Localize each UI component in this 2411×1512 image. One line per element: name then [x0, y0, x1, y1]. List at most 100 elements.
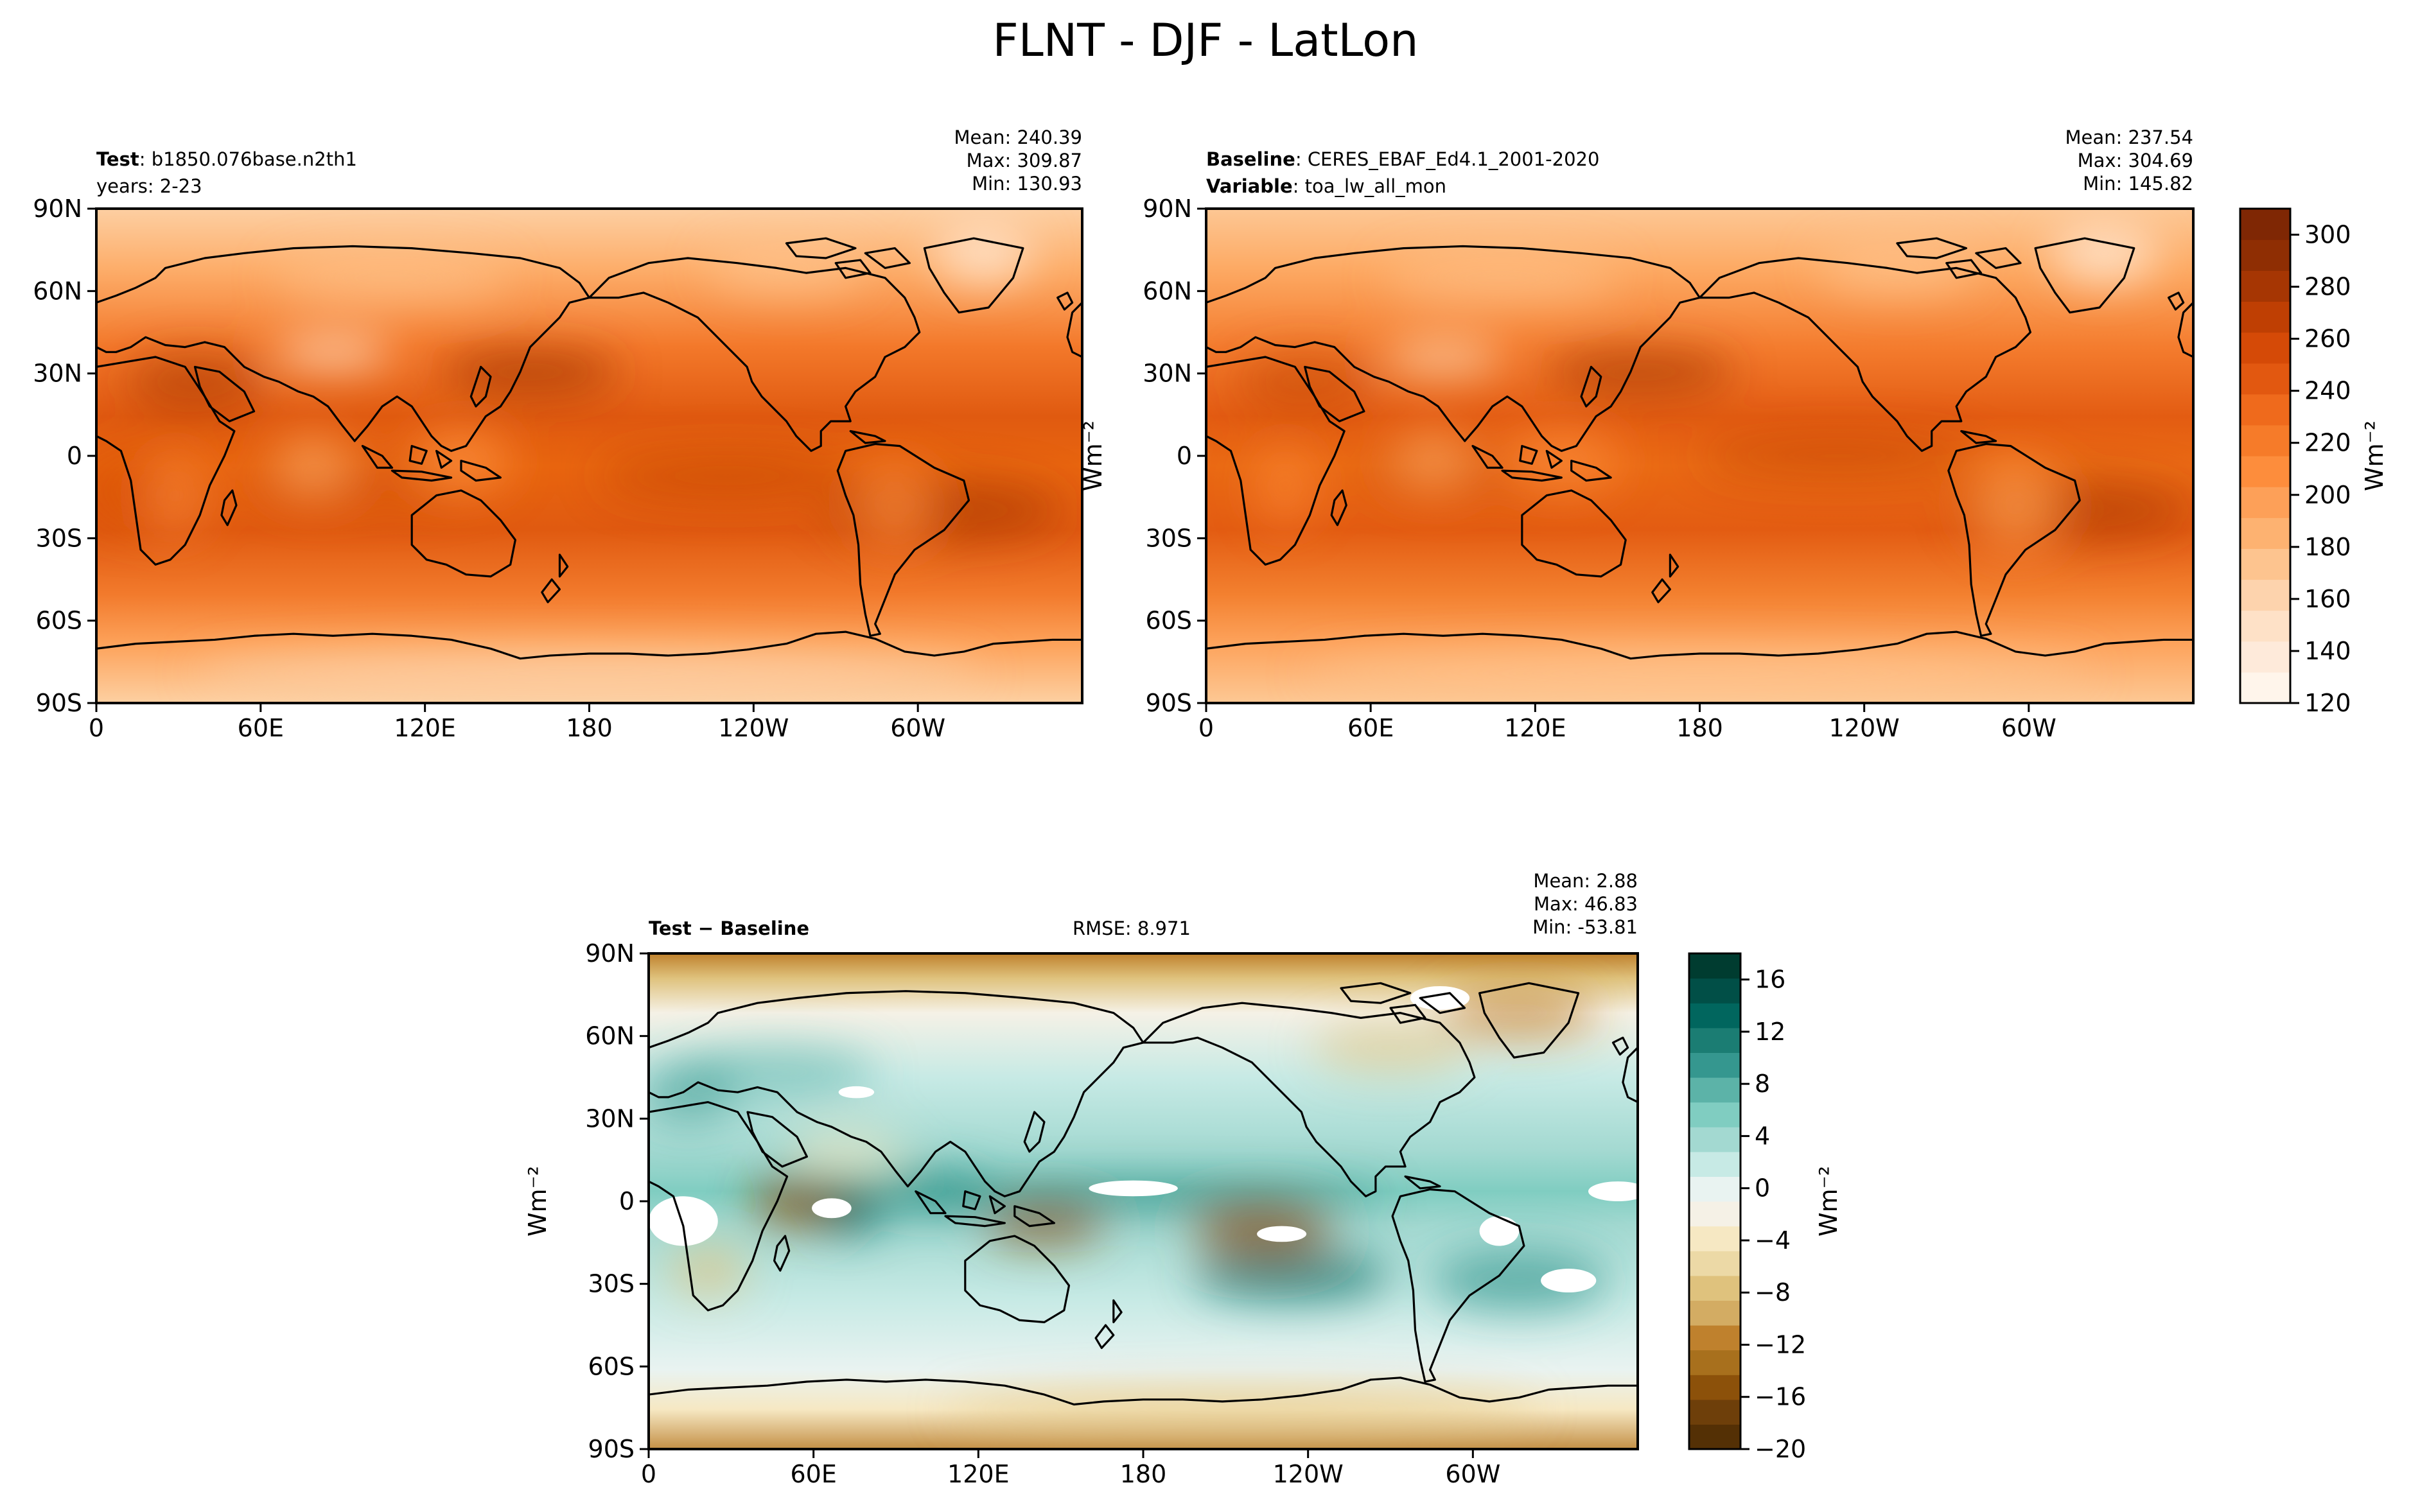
diff-xtick-label: 120E	[947, 1460, 1010, 1488]
colorbar-main-segment	[2240, 301, 2290, 333]
colorbar-main-frame	[2239, 207, 2292, 704]
diff-xtick-label: 60E	[790, 1460, 836, 1488]
colorbar-main-label: Wm⁻²	[2360, 421, 2389, 491]
colorbar-diff-segment	[1689, 978, 1740, 1004]
test-xtick-label: 120W	[718, 714, 789, 742]
colorbar-main-tick-label: 180	[2304, 533, 2351, 561]
diff-max: Max: 46.83	[1534, 893, 1638, 915]
test-xtick-label: 180	[566, 714, 613, 742]
colorbar-main-tick-label: 140	[2304, 637, 2351, 665]
baseline-variable-value: toa_lw_all_mon	[1304, 175, 1447, 197]
baseline-label-bold: Baseline	[1206, 148, 1295, 170]
colorbar-diff-tick-label: −8	[1755, 1278, 1791, 1307]
diff-xtick-label: 180	[1120, 1460, 1167, 1488]
baseline-xtick-label: 60E	[1347, 714, 1394, 742]
colorbar-main-segment	[2240, 332, 2290, 364]
baseline-ytick-label: 30N	[1143, 360, 1192, 388]
colorbar-main-segment	[2240, 487, 2290, 518]
colorbar-diff-segment	[1689, 1399, 1740, 1425]
colorbar-diff-tick-label: 12	[1755, 1018, 1785, 1046]
colorbar-diff-tick-label: −12	[1755, 1330, 1806, 1359]
colorbar-main-segment	[2240, 209, 2290, 240]
baseline-stats: Mean: 237.54 Max: 304.69 Min: 145.82	[1882, 126, 2193, 195]
colorbar-diff-tick-label: −4	[1755, 1226, 1791, 1255]
test-xtick-label: 60E	[238, 714, 284, 742]
colorbar-main-segment	[2240, 517, 2290, 549]
colorbar-diff-tick-label: 8	[1755, 1070, 1770, 1098]
diff-map	[647, 952, 1639, 1450]
diff-stats: Mean: 2.88 Max: 46.83 Min: -53.81	[1323, 869, 1638, 939]
test-ytick-label: 30N	[33, 360, 82, 388]
colorbar-diff-tick-label: −20	[1755, 1435, 1806, 1463]
colorbar-diff-segment	[1689, 1275, 1740, 1301]
diff-ytick-label: 60N	[585, 1022, 635, 1050]
test-field-features	[96, 223, 1063, 693]
test-label-value: b1850.076base.n2th1	[151, 148, 357, 170]
baseline-xtick-label: 120E	[1504, 714, 1566, 742]
baseline-ytick-label: 30S	[1146, 524, 1192, 552]
diff-min: Min: -53.81	[1532, 916, 1638, 938]
test-xtick-label: 60W	[890, 714, 945, 742]
colorbar-diff-segment	[1689, 1251, 1740, 1276]
test-min: Min: 130.93	[972, 173, 1082, 195]
test-ytick-label: 90S	[36, 689, 82, 717]
colorbar-diff-segment	[1689, 1300, 1740, 1326]
baseline-ylabel: Wm⁻²	[1079, 421, 1107, 491]
diff-ytick-label: 0	[619, 1187, 635, 1215]
colorbar-main-tick-label: 200	[2304, 481, 2351, 509]
colorbar-diff-segment	[1689, 1003, 1740, 1029]
colorbar-diff-segment	[1689, 1027, 1740, 1053]
test-ytick-label: 0	[67, 442, 82, 470]
colorbar-main-segment	[2240, 363, 2290, 395]
diff-ytick-label: 60S	[588, 1352, 635, 1380]
colorbar-main-tick-label: 280	[2304, 273, 2351, 301]
figure-title: FLNT - DJF - LatLon	[992, 14, 1419, 67]
diff-masked-regions	[649, 986, 1638, 1293]
test-xtick-label: 120E	[394, 714, 456, 742]
test-field-base	[96, 209, 1082, 703]
baseline-ytick-label: 90S	[1146, 689, 1192, 717]
colorbar-diff-segment	[1689, 1424, 1740, 1450]
colorbar-diff-tick-label: 16	[1755, 966, 1785, 994]
test-years: years: 2-23	[96, 175, 202, 197]
colorbar-diff-segment	[1689, 1127, 1740, 1152]
test-ytick-label: 90N	[33, 195, 82, 223]
colorbar-main-tick-label: 160	[2304, 585, 2351, 613]
colorbar-main-segment	[2240, 672, 2290, 704]
test-map	[95, 207, 1083, 704]
diff-xtick-label: 0	[641, 1460, 656, 1488]
baseline-label: Baseline: CERES_EBAF_Ed4.1_2001-2020	[1206, 148, 1600, 170]
diff-field-features	[649, 988, 1608, 1430]
diff-xtick-label: 120W	[1273, 1460, 1344, 1488]
colorbar-diff-tick-label: 4	[1755, 1122, 1770, 1150]
diff-ytick-label: 30N	[585, 1104, 635, 1133]
baseline-field-features	[1236, 223, 2193, 693]
colorbar-diff-segment	[1689, 1151, 1740, 1177]
test-mean: Mean: 240.39	[954, 126, 1082, 148]
colorbar-main-segment	[2240, 579, 2290, 611]
colorbar-diff-segment	[1689, 1176, 1740, 1202]
baseline-min: Min: 145.82	[2083, 173, 2193, 195]
diff-ytick-label: 90S	[588, 1435, 635, 1463]
colorbar-main-segment	[2240, 548, 2290, 580]
colorbar-diff-segment	[1689, 1102, 1740, 1127]
colorbar-layer: 300 280 260 240 220 200 180 160 140 120 Wm⁻² 16 12 8 4…	[1688, 207, 2389, 1463]
colorbar-main-segment	[2240, 456, 2290, 487]
baseline-xtick-label: 180	[1676, 714, 1723, 742]
baseline-xtick-label: 0	[1198, 714, 1214, 742]
test-stats: Mean: 240.39 Max: 309.87 Min: 130.93	[771, 126, 1082, 195]
colorbar-main-segment	[2240, 239, 2290, 271]
baseline-variable: Variable: toa_lw_all_mon	[1206, 175, 1447, 197]
test-ytick-label: 60N	[33, 277, 82, 305]
test-xtick-label: 0	[89, 714, 104, 742]
diff-ylabel: Wm⁻²	[523, 1166, 552, 1237]
test-ytick-label: 30S	[36, 524, 82, 552]
diff-mean: Mean: 2.88	[1533, 870, 1638, 892]
colorbar-main-segment	[2240, 270, 2290, 302]
baseline-variable-bold: Variable	[1206, 175, 1293, 197]
colorbar-diff-segment	[1689, 1052, 1740, 1078]
diff-ytick-label: 30S	[588, 1270, 635, 1298]
colorbar-diff-segment	[1689, 1077, 1740, 1103]
colorbar-main-segment	[2240, 424, 2290, 456]
